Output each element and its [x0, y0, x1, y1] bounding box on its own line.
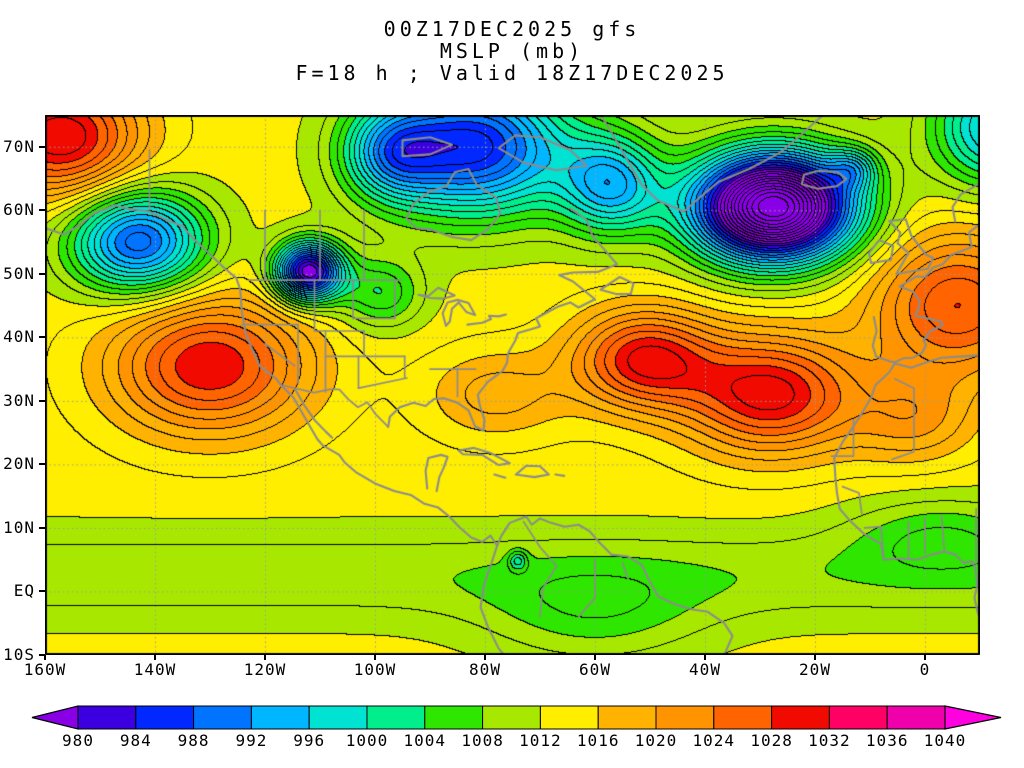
colorbar-segment	[193, 705, 252, 730]
colorbar-level-label: 1012	[519, 731, 562, 750]
colorbar-level-label: 1000	[345, 731, 389, 750]
colorbar-segment	[250, 705, 310, 730]
lat-tick-label: 20N	[3, 454, 35, 474]
lat-tick-label: 10N	[3, 517, 35, 537]
colorbar-segment	[77, 705, 137, 730]
colorbar-level-label: 1028	[750, 731, 793, 750]
colorbar-segment	[771, 705, 830, 730]
lat-tick	[39, 590, 45, 593]
colorbar-level-label: 1004	[403, 731, 447, 750]
pressure-colorbar: 980 984 988 992 996 1000 1004 1008 1012 1016 1020 1…	[0, 702, 1024, 754]
lat-tick	[39, 272, 45, 275]
colorbar-level-label: 1008	[461, 731, 504, 750]
lon-tick	[44, 655, 46, 660]
lon-tick	[924, 655, 926, 660]
lon-tick	[484, 655, 486, 660]
lat-tick-label: 10S	[3, 645, 35, 664]
lat-tick	[39, 209, 45, 212]
lon-tick-label: 0	[919, 660, 931, 679]
chart-title-valid: F=18 h ; Valid 18Z17DEC2025	[295, 61, 729, 85]
colorbar-below-arrow	[31, 705, 79, 730]
colorbar-segment	[886, 705, 946, 730]
lon-tick-label: 80W	[469, 660, 501, 679]
colorbar-segment	[308, 705, 368, 730]
lon-tick-label: 40W	[689, 660, 721, 679]
colorbar-svg	[31, 705, 1002, 730]
colorbar-level-label: 980	[62, 731, 94, 750]
lon-tick	[704, 655, 706, 660]
lat-tick	[39, 145, 45, 148]
colorbar-segment	[713, 705, 773, 730]
lon-tick	[814, 655, 816, 660]
colorbar-segment	[366, 705, 426, 730]
colorbar-segment	[539, 705, 599, 730]
lat-tick-label: EQ	[13, 581, 35, 601]
colorbar-segment	[655, 705, 715, 730]
colorbar-segment	[135, 705, 195, 730]
colorbar-level-label: 996	[293, 731, 326, 750]
colorbar-level-label: 1036	[865, 731, 909, 750]
colorbar-level-label: 1024	[692, 731, 736, 750]
lat-tick	[39, 399, 45, 402]
lat-tick	[39, 336, 45, 339]
lat-tick-label: 50N	[3, 263, 35, 283]
chart-title-run: 00Z17DEC2025 gfs	[383, 17, 641, 41]
colorbar-above-arrow	[944, 705, 1002, 730]
colorbar-segment	[424, 705, 484, 730]
lon-tick-label: 20W	[799, 660, 831, 679]
lat-tick-label: 70N	[3, 136, 35, 156]
lat-tick	[39, 463, 45, 466]
colorbar-level-label: 1016	[576, 731, 620, 750]
lon-tick-label: 140W	[133, 660, 177, 679]
colorbar-segment	[597, 705, 657, 730]
chart-titles: 00Z17DEC2025 gfs MSLP (mb) F=18 h ; Vali…	[0, 18, 1024, 84]
lat-tick	[39, 654, 45, 656]
colorbar-level-label: 1040	[923, 731, 967, 750]
colorbar-level-label: 1020	[634, 731, 678, 750]
lat-tick-label: 60N	[3, 200, 35, 220]
chart-title-variable: MSLP (mb)	[439, 39, 585, 63]
lon-tick	[154, 655, 156, 660]
colorbar-segment	[482, 705, 541, 730]
colorbar-level-label: 984	[119, 731, 152, 750]
lon-tick-label: 160W	[23, 660, 67, 679]
lon-tick-label: 120W	[243, 660, 287, 679]
lon-tick-label: 60W	[579, 660, 611, 679]
lon-tick-label: 100W	[353, 660, 397, 679]
colorbar-level-label: 988	[177, 731, 210, 750]
lat-tick-label: 40N	[3, 327, 35, 347]
colorbar-level-label: 1032	[808, 731, 851, 750]
lon-tick	[594, 655, 596, 660]
lat-tick-label: 30N	[3, 390, 35, 410]
lat-tick	[39, 526, 45, 529]
lon-tick	[374, 655, 376, 660]
colorbar-level-label: 992	[235, 731, 268, 750]
lon-tick	[264, 655, 266, 660]
mslp-contour-map-canvas	[45, 115, 980, 655]
colorbar-segment	[828, 705, 888, 730]
